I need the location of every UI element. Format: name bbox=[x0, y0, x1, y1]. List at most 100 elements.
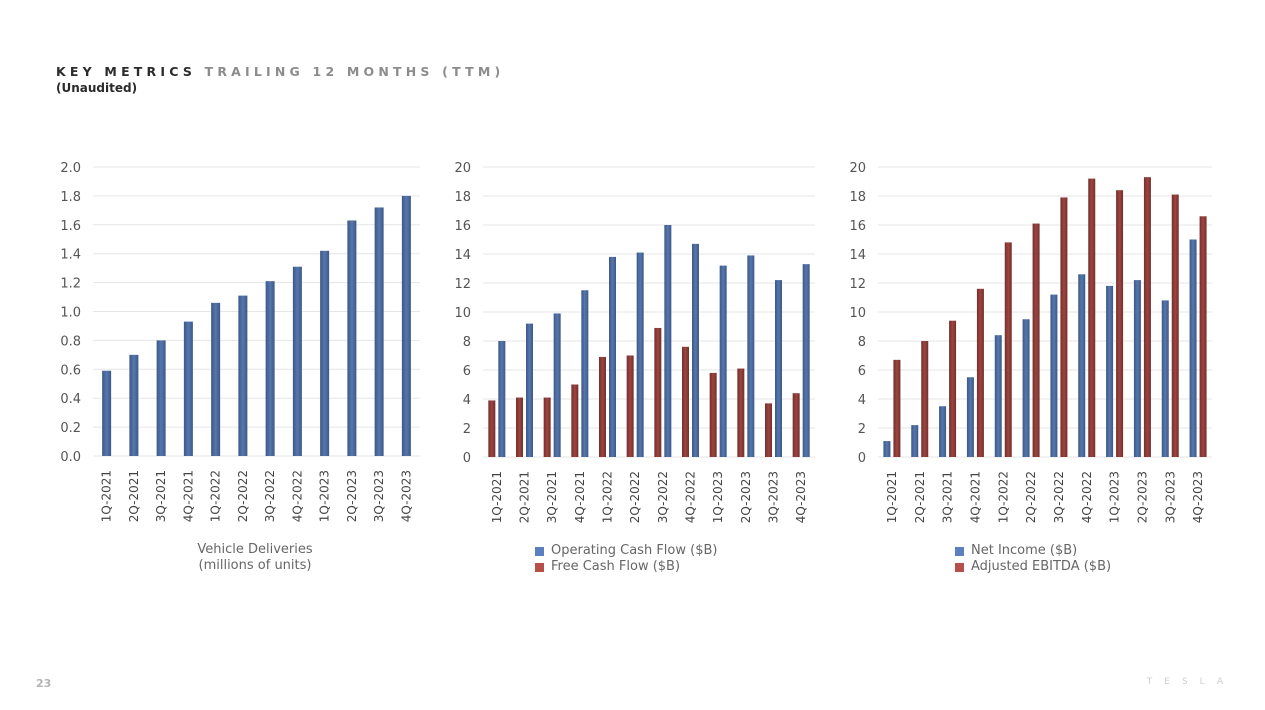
bar-operating-cash-flow-b-4Q-2023 bbox=[802, 264, 810, 457]
y-tick-label: 0.0 bbox=[60, 450, 81, 465]
x-tick-label: 2Q-2021 bbox=[518, 471, 532, 523]
bar-net-income-b-4Q-2022 bbox=[1078, 274, 1086, 457]
bar-net-income-b-3Q-2022 bbox=[1050, 294, 1058, 457]
income-ebitda-chart: 0 2 4 6 8 10 12 14 16 18 20 1Q-2021 2Q-2021 3Q-2021 4Q… bbox=[849, 161, 1212, 523]
caption-line-1: Vehicle Deliveries bbox=[197, 542, 313, 557]
legend-item-operating-cash-flow: Operating Cash Flow ($B) bbox=[535, 543, 717, 559]
legend-label: Adjusted EBITDA ($B) bbox=[971, 559, 1112, 574]
x-tick-label: 1Q-2022 bbox=[209, 470, 223, 522]
x-tick-label: 1Q-2021 bbox=[100, 470, 114, 522]
legend-item-free-cash-flow: Free Cash Flow ($B) bbox=[535, 559, 717, 575]
x-tick-label: 4Q-2023 bbox=[399, 470, 413, 522]
bar-net-income-b-3Q-2021 bbox=[939, 406, 947, 457]
x-tick-label: 3Q-2022 bbox=[263, 470, 277, 522]
x-tick-label: 2Q-2022 bbox=[1024, 471, 1038, 523]
x-tick-label: 4Q-2023 bbox=[1191, 471, 1205, 523]
y-tick-label: 6 bbox=[463, 364, 471, 379]
legend-label: Operating Cash Flow ($B) bbox=[551, 543, 718, 558]
bar-adjusted-ebitda-b-2Q-2021 bbox=[921, 341, 929, 457]
y-tick-label: 1.0 bbox=[60, 306, 81, 321]
x-tick-label: 2Q-2023 bbox=[739, 471, 753, 523]
bar-net-income-b-4Q-2021 bbox=[966, 377, 974, 457]
caption-line-2: (millions of units) bbox=[198, 558, 312, 573]
y-tick-label: 20 bbox=[849, 161, 866, 176]
y-tick-label: 10 bbox=[454, 306, 471, 321]
y-tick-label: 6 bbox=[858, 364, 866, 379]
bar-net-income-b-1Q-2022 bbox=[994, 335, 1002, 457]
bar-free-cash-flow-b-3Q-2021 bbox=[543, 397, 551, 457]
y-tick-label: 12 bbox=[849, 277, 866, 292]
page-number: 23 bbox=[36, 677, 52, 690]
legend-item-net-income: Net Income ($B) bbox=[955, 543, 1111, 559]
y-tick-label: 4 bbox=[463, 393, 471, 408]
bar-operating-cash-flow-b-3Q-2023 bbox=[775, 280, 782, 457]
deliveries-caption: Vehicle Deliveries (millions of units) bbox=[150, 542, 360, 574]
bar-free-cash-flow-b-4Q-2023 bbox=[792, 393, 800, 457]
bar-free-cash-flow-b-4Q-2021 bbox=[571, 384, 579, 457]
bar-2Q-2023 bbox=[347, 220, 357, 456]
legend-item-adjusted-ebitda: Adjusted EBITDA ($B) bbox=[955, 559, 1111, 575]
x-tick-label: 3Q-2023 bbox=[767, 471, 781, 523]
bar-operating-cash-flow-b-2Q-2021 bbox=[526, 323, 533, 457]
x-tick-label: 2Q-2021 bbox=[913, 471, 927, 523]
unaudited-note: (Unaudited) bbox=[56, 81, 138, 95]
income-ebitda-legend: Net Income ($B) Adjusted EBITDA ($B) bbox=[955, 543, 1111, 575]
legend-swatch-red bbox=[955, 562, 964, 572]
x-tick-label: 2Q-2021 bbox=[127, 470, 141, 522]
legend-swatch-blue bbox=[535, 546, 544, 556]
legend-swatch-red bbox=[535, 562, 544, 572]
bar-3Q-2022 bbox=[265, 281, 275, 456]
x-tick-label: 1Q-2022 bbox=[601, 471, 615, 523]
x-tick-label: 1Q-2022 bbox=[996, 471, 1010, 523]
vehicle-deliveries-chart: 0.0 0.2 0.4 0.6 0.8 1.0 1.2 1.4 1.6 1.8 2.0 1Q-2021… bbox=[60, 161, 420, 522]
y-tick-label: 14 bbox=[849, 248, 866, 263]
bar-operating-cash-flow-b-1Q-2021 bbox=[498, 341, 506, 457]
bar-operating-cash-flow-b-2Q-2023 bbox=[747, 255, 755, 457]
x-tick-label: 2Q-2022 bbox=[628, 471, 642, 523]
y-tick-label: 18 bbox=[454, 190, 471, 205]
bar-adjusted-ebitda-b-1Q-2021 bbox=[893, 359, 901, 457]
x-tick-label: 3Q-2022 bbox=[656, 471, 670, 523]
y-tick-label: 2 bbox=[858, 422, 866, 437]
bar-adjusted-ebitda-b-3Q-2021 bbox=[949, 320, 957, 457]
x-tick-label: 2Q-2023 bbox=[345, 470, 359, 522]
y-tick-label: 2.0 bbox=[60, 161, 81, 176]
bar-1Q-2023 bbox=[320, 250, 330, 456]
legend-label: Net Income ($B) bbox=[971, 543, 1078, 558]
legend-label: Free Cash Flow ($B) bbox=[551, 559, 681, 574]
bar-net-income-b-1Q-2021 bbox=[883, 441, 891, 457]
title-light: TRAILING 12 MONTHS (TTM) bbox=[204, 64, 505, 79]
bar-free-cash-flow-b-2Q-2021 bbox=[516, 397, 523, 457]
bar-4Q-2023 bbox=[401, 195, 411, 456]
bar-free-cash-flow-b-3Q-2023 bbox=[765, 403, 772, 457]
bar-4Q-2021 bbox=[183, 321, 193, 456]
x-tick-label: 1Q-2023 bbox=[1108, 471, 1122, 523]
slide-header: KEY METRICS TRAILING 12 MONTHS (TTM) (Un… bbox=[56, 64, 504, 95]
bar-operating-cash-flow-b-1Q-2022 bbox=[609, 256, 616, 457]
bar-3Q-2023 bbox=[374, 207, 384, 456]
x-tick-label: 4Q-2021 bbox=[181, 470, 195, 522]
x-tick-label: 3Q-2021 bbox=[941, 471, 955, 523]
y-tick-label: 8 bbox=[858, 335, 866, 350]
x-tick-label: 1Q-2021 bbox=[885, 471, 899, 523]
bar-operating-cash-flow-b-1Q-2023 bbox=[719, 265, 727, 457]
y-tick-label: 0.8 bbox=[60, 334, 81, 349]
bar-adjusted-ebitda-b-4Q-2022 bbox=[1088, 178, 1096, 457]
y-tick-label: 1.4 bbox=[60, 248, 81, 263]
y-tick-label: 0.4 bbox=[60, 392, 81, 407]
bar-adjusted-ebitda-b-2Q-2023 bbox=[1143, 177, 1151, 457]
bar-free-cash-flow-b-2Q-2023 bbox=[737, 368, 745, 457]
y-tick-label: 0 bbox=[858, 451, 866, 466]
bar-operating-cash-flow-b-3Q-2022 bbox=[664, 225, 672, 457]
y-tick-label: 0.2 bbox=[60, 421, 81, 436]
y-tick-label: 14 bbox=[454, 248, 471, 263]
cash-flow-legend: Operating Cash Flow ($B) Free Cash Flow … bbox=[535, 543, 717, 575]
bar-adjusted-ebitda-b-4Q-2021 bbox=[976, 288, 984, 457]
bar-4Q-2022 bbox=[292, 266, 302, 456]
bar-adjusted-ebitda-b-1Q-2023 bbox=[1116, 190, 1124, 457]
y-tick-label: 12 bbox=[454, 277, 471, 292]
slide-title: KEY METRICS TRAILING 12 MONTHS (TTM) bbox=[56, 64, 504, 79]
x-tick-label: 2Q-2023 bbox=[1135, 471, 1149, 523]
bar-adjusted-ebitda-b-3Q-2022 bbox=[1060, 197, 1068, 457]
bar-free-cash-flow-b-4Q-2022 bbox=[682, 346, 689, 457]
